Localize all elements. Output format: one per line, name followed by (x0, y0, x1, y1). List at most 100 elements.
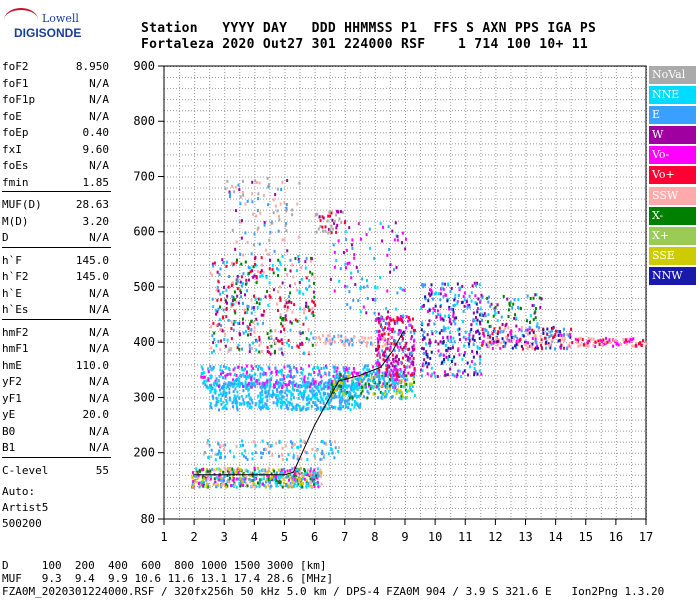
param-row: C-level 55 (2, 462, 109, 479)
param-row: yF1 N/A (2, 390, 109, 407)
grid (164, 66, 647, 520)
header-field-values: Fortaleza 2020 Out27 301 224000 RSF 1 71… (141, 37, 588, 52)
param-name: fxI (2, 142, 22, 156)
param-row: fmin 1.85 (2, 174, 109, 191)
param-row: foEs N/A (2, 157, 109, 174)
param-separator (2, 191, 111, 192)
x-tick-label: 7 (341, 530, 348, 544)
param-name: D (2, 231, 9, 244)
param-value: N/A (89, 391, 109, 405)
param-value: N/A (89, 159, 109, 172)
param-name: foEp (2, 126, 29, 139)
legend-item-ssw: SSW (649, 186, 696, 205)
param-row: hmF1 N/A (2, 340, 109, 357)
polarization-legend: NoVal NNE E W Vo- Vo+ SSW X- X+ SSE NNW (649, 66, 696, 287)
auto-label: Auto: (2, 485, 36, 498)
y-tick-label: 800 (133, 114, 155, 128)
param-row: foF2 8.950 (2, 58, 109, 75)
legend-item-nne: NNE (649, 86, 696, 105)
header-field-names: Station YYYY DAY DDD HHMMSS P1 FFS S AXN… (141, 21, 597, 36)
param-value: 28.63 (75, 198, 109, 211)
legend-item-vo-: Vo- (649, 146, 696, 165)
y-tick-label: 700 (133, 169, 155, 183)
y-tick-label: 900 (133, 59, 155, 73)
legend-item-nnw: NNW (649, 266, 696, 285)
logo-arc (4, 8, 38, 32)
bottom-info: D 100 200 400 600 800 1000 1500 3000 [km… (2, 559, 664, 598)
param-name: foF1p (2, 93, 36, 106)
logo-lowell: Lowell (42, 12, 79, 25)
x-tick-label: 15 (579, 530, 593, 544)
param-name: h`E (2, 286, 22, 300)
param-value: 9.60 (82, 142, 110, 156)
logo-digisonde: DIGISONDE (14, 26, 82, 40)
param-name: foF2 (2, 60, 29, 73)
param-value: N/A (89, 109, 109, 123)
param-name: yF1 (2, 391, 22, 405)
y-tick-label: 300 (133, 390, 155, 404)
x-tick-label: 6 (311, 530, 318, 544)
y-tick-label: 80 (141, 512, 155, 526)
param-name: h`Es (2, 303, 29, 316)
param-name: C-level (2, 463, 49, 477)
param-value: N/A (89, 76, 109, 90)
auto-version: 500200 (2, 517, 42, 530)
param-name: foEs (2, 159, 29, 172)
param-value: 55 (95, 463, 109, 477)
param-name: fmin (2, 175, 29, 189)
param-row: h`Es N/A (2, 301, 109, 318)
auto-program: Artist5 (2, 501, 49, 514)
param-name: B0 (2, 424, 16, 438)
autoscaling-info: Auto: Artist5 500200 (2, 484, 48, 532)
x-tick-label: 17 (639, 530, 653, 544)
legend-item-e: E (649, 106, 696, 125)
param-value: N/A (89, 231, 109, 244)
y-tick-label: 200 (133, 446, 155, 460)
param-row: hmF2 N/A (2, 324, 109, 341)
param-row: D N/A (2, 229, 109, 246)
param-row: B1 N/A (2, 439, 109, 456)
y-tick-label: 400 (133, 335, 155, 349)
param-value: 110.0 (75, 358, 109, 372)
param-row: fxI 9.60 (2, 141, 109, 158)
x-tick-label: 14 (548, 530, 562, 544)
x-tick-label: 12 (488, 530, 502, 544)
x-tick-label: 8 (371, 530, 378, 544)
x-tick-label: 4 (251, 530, 258, 544)
legend-item-vo-: Vo+ (649, 166, 696, 185)
y-tick-label: 500 (133, 280, 155, 294)
param-value: 145.0 (75, 253, 109, 267)
x-tick-label: 9 (401, 530, 408, 544)
x-tick-label: 10 (428, 530, 442, 544)
y-tick-label: 600 (133, 225, 155, 239)
param-value: N/A (89, 325, 109, 339)
distance-line: D 100 200 400 600 800 1000 1500 3000 [km… (2, 559, 327, 572)
param-value: 0.40 (82, 126, 110, 139)
param-name: hmF1 (2, 342, 29, 355)
param-separator (2, 318, 111, 320)
param-row: h`E N/A (2, 285, 109, 302)
param-name: foF1 (2, 76, 29, 90)
x-tick-label: 16 (609, 530, 623, 544)
param-value: 145.0 (75, 270, 109, 283)
muf-line: MUF 9.3 9.4 9.9 10.6 11.6 13.1 17.4 28.6… (2, 572, 334, 585)
param-separator (2, 456, 111, 458)
param-value: N/A (89, 375, 109, 388)
param-separator (2, 246, 111, 248)
param-row: MUF(D) 28.63 (2, 196, 109, 213)
x-tick-label: 2 (191, 530, 198, 544)
digisonde-logo: Lowell DIGISONDE (2, 8, 82, 44)
param-value: 3.20 (82, 214, 110, 228)
param-value: N/A (89, 424, 109, 438)
param-row: foEp 0.40 (2, 124, 109, 141)
param-value: N/A (89, 93, 109, 106)
param-name: M(D) (2, 214, 29, 228)
file-footer: FZA0M_2020301224000.RSF / 320fx256h 50 k… (2, 585, 665, 598)
param-name: h`F (2, 253, 22, 267)
param-value: 8.950 (75, 60, 109, 73)
param-name: hmE (2, 358, 22, 372)
param-value: 1.85 (82, 175, 110, 189)
param-value: 20.0 (82, 408, 110, 421)
param-row: foE N/A (2, 108, 109, 125)
